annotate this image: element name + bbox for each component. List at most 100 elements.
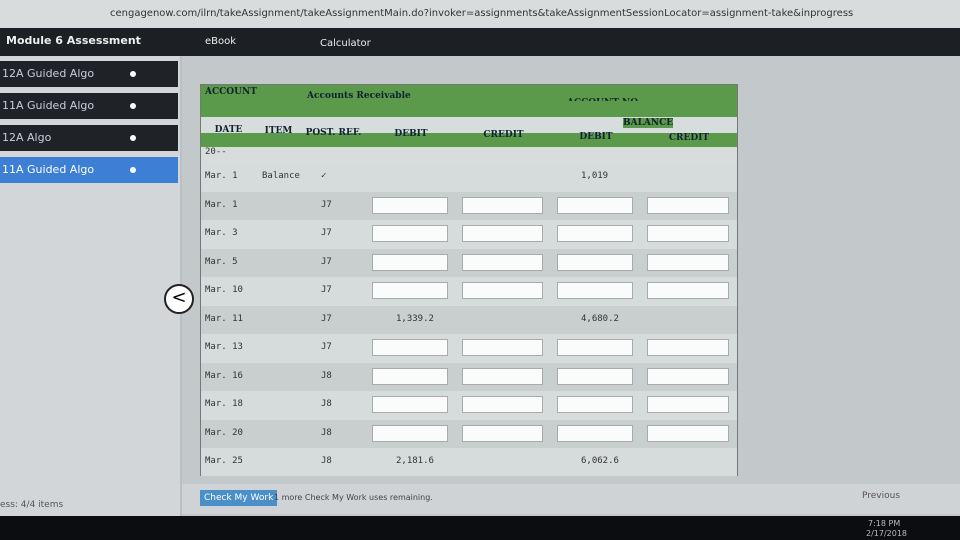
cell-date: Mar. 10 [205,285,243,295]
amount-input[interactable] [462,424,543,442]
cell-bal-debit: 1,019 [581,171,609,181]
account-name: Accounts Receivable [307,91,411,101]
cell-ref: J8 [321,456,332,466]
previous[interactable]: Previous [862,491,901,501]
status-dot [130,167,136,173]
amount-input[interactable] [462,225,543,242]
amount-input[interactable] [372,367,448,385]
amount-input[interactable] [557,424,633,442]
sidebar-item[interactable]: 11A Guided Algo [0,157,178,183]
amount-input[interactable] [372,396,448,413]
amount-input[interactable] [647,339,729,356]
balance-band [201,101,737,117]
taskbar: 7:18 PM 2/17/2018 [0,516,960,540]
amount-input[interactable] [557,396,633,413]
cell-ref: J7 [321,256,332,267]
amount-input[interactable] [372,253,448,271]
cell-ref: ✓ [321,171,327,181]
sidebar: 12A Guided Algo 11A Guided Algo 12A Algo 11… [0,56,180,516]
column-header: CREDIT [668,132,710,143]
amount-input[interactable] [372,282,448,299]
row-band [201,448,737,476]
cell-ref: J8 [321,370,332,381]
cell-debit: 1,339.2 [396,313,434,324]
clock-time: 7:18 PM [868,519,901,528]
amount-input[interactable] [647,424,729,442]
cell-date: Mar. 1 [205,199,238,210]
header-row [201,85,737,101]
amount-input[interactable] [647,253,729,271]
amount-input[interactable] [372,424,448,442]
sidebar-item[interactable]: 11A Guided Algo [0,93,178,119]
amount-input[interactable] [462,367,543,385]
amount-input[interactable] [647,196,729,214]
cell-date: Mar. 20 [205,427,243,438]
cell-debit: 2,181.6 [396,456,434,466]
header: Module 6 Assessment eBook Calculator [0,28,960,56]
amount-input[interactable] [557,253,633,271]
sidebar-item[interactable]: 12A Algo [0,125,178,151]
amount-input[interactable] [462,282,543,299]
amount-input[interactable] [372,225,448,242]
cell-ref: J7 [321,313,332,324]
cell-ref: J7 [321,199,332,210]
column-header: CREDIT [483,130,524,141]
amount-input[interactable] [647,282,729,299]
row-band [201,305,737,334]
back-button[interactable]: < [164,284,194,314]
amount-input[interactable] [557,196,633,214]
cell-bal-debit: 4,680.2 [581,313,619,324]
column-header: DEBIT [579,131,613,142]
ebook[interactable]: eBook [205,36,237,47]
cell-date: Mar. 13 [205,342,243,352]
cell-date: Mar. 25 [205,456,243,466]
amount-input[interactable] [462,253,543,271]
column-header: DEBIT [394,128,428,139]
columns-band [201,133,737,147]
column-header: DATE [214,125,243,135]
cell-ref: J8 [321,427,332,438]
cell-date: Mar. 11 [205,313,243,324]
status-dot [130,135,136,141]
footer: Check My Work 1 more Check My Work uses … [182,484,960,514]
cell-date: Mar. 1 [205,171,238,181]
amount-input[interactable] [557,367,633,385]
amount-input[interactable] [462,196,543,214]
amount-input[interactable] [557,282,633,299]
sidebar-item[interactable]: 12A Guided Algo [0,61,178,87]
calculator[interactable]: Calculator [320,38,371,49]
amount-input[interactable] [557,339,633,356]
clock-date: 2/17/2018 [866,529,908,538]
amount-input[interactable] [462,396,543,413]
amount-input[interactable] [462,339,543,356]
cell-bal-debit: 6,062.6 [581,456,619,466]
address-bar[interactable]: cengagenow.com/ilrn/takeAssignment/takeA… [0,0,960,28]
status-dot [130,103,136,109]
cell-date: Mar. 5 [205,256,238,267]
account-label: ACCOUNT [205,87,257,97]
title: Module 6 Assessment [6,34,141,47]
cell-date: Mar. 16 [205,370,243,381]
amount-input[interactable] [647,367,729,385]
amount-input[interactable] [557,225,633,242]
balance-label: BALANCE [623,118,674,128]
column-header: ITEM [264,126,293,137]
status-dot [130,71,136,77]
year: 20-- [205,147,227,157]
amount-input[interactable] [372,196,448,214]
column-header: POST. REF. [305,127,362,138]
amount-input[interactable] [372,339,448,356]
cell-ref: J7 [321,342,332,352]
cell-date: Mar. 3 [205,228,238,238]
amount-input[interactable] [647,225,729,242]
cell-item: Balance [262,171,300,181]
cell-date: Mar. 18 [205,399,243,409]
progress: ess: 4/4 items [0,500,64,510]
check-button[interactable]: Check My Work [200,490,278,506]
cell-ref: J8 [321,399,332,409]
amount-input[interactable] [647,396,729,413]
cell-ref: J7 [321,285,332,295]
remaining: 1 more Check My Work uses remaining. [274,493,433,502]
